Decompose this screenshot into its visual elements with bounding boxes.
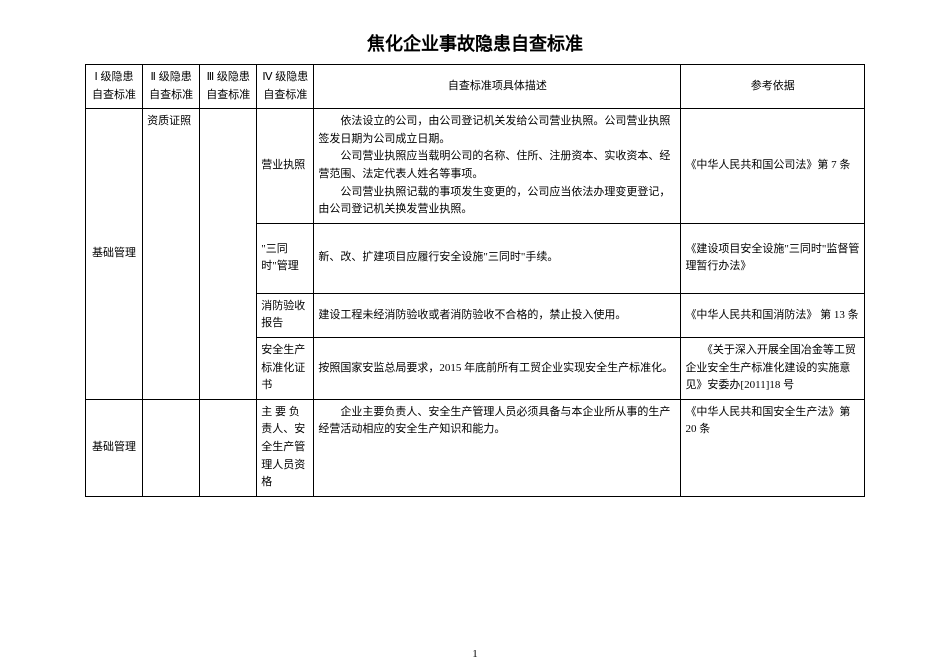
cell-category-2: 资质证照 xyxy=(143,109,200,400)
cell-item: 主 要 负 责人、安全生产管理人员资格 xyxy=(257,399,314,496)
header-level-1: Ⅰ 级隐患自查标准 xyxy=(86,65,143,109)
desc-paragraph: 依法设立的公司，由公司登记机关发给公司营业执照。公司营业执照签发日期为公司成立日… xyxy=(318,113,676,148)
cell-reference: 《关于深入开展全国冶金等工贸企业安全生产标准化建设的实施意见》安委办[2011]… xyxy=(681,337,865,399)
cell-empty xyxy=(143,399,200,496)
cell-category-1: 基础管理 xyxy=(86,399,143,496)
standards-table: Ⅰ 级隐患自查标准 Ⅱ 级隐患自查标准 Ⅲ 级隐患自查标准 Ⅳ 级隐患自查标准 … xyxy=(85,64,865,497)
cell-item: 安全生产标准化证书 xyxy=(257,337,314,399)
desc-paragraph: 公司营业执照应当载明公司的名称、住所、注册资本、实收资本、经营范围、法定代表人姓… xyxy=(318,148,676,183)
cell-reference: 《建设项目安全设施"三同时"监督管理暂行办法》 xyxy=(681,223,865,293)
header-level-3: Ⅲ 级隐患自查标准 xyxy=(200,65,257,109)
desc-paragraph: 公司营业执照记载的事项发生变更的，公司应当依法办理变更登记，由公司登记机关换发营… xyxy=(318,184,676,219)
table-row: 基础管理 资质证照 营业执照 依法设立的公司，由公司登记机关发给公司营业执照。公… xyxy=(86,109,865,224)
header-description: 自查标准项具体描述 xyxy=(314,65,681,109)
cell-category-1: 基础管理 xyxy=(86,109,143,400)
page-number: 1 xyxy=(0,648,950,660)
table-header-row: Ⅰ 级隐患自查标准 Ⅱ 级隐患自查标准 Ⅲ 级隐患自查标准 Ⅳ 级隐患自查标准 … xyxy=(86,65,865,109)
cell-description: 建设工程未经消防验收或者消防验收不合格的，禁止投入使用。 xyxy=(314,293,681,337)
document-title: 焦化企业事故隐患自查标准 xyxy=(85,30,865,56)
cell-item: 消防验收报告 xyxy=(257,293,314,337)
cell-reference: 《中华人民共和国安全生产法》第 20 条 xyxy=(681,399,865,496)
cell-description: 企业主要负责人、安全生产管理人员必须具备与本企业所从事的生产经营活动相应的安全生… xyxy=(314,399,681,496)
cell-item: "三同时"管理 xyxy=(257,223,314,293)
cell-empty xyxy=(200,399,257,496)
cell-reference: 《中华人民共和国公司法》第 7 条 xyxy=(681,109,865,224)
cell-description: 新、改、扩建项目应履行安全设施"三同时"手续。 xyxy=(314,223,681,293)
header-reference: 参考依据 xyxy=(681,65,865,109)
cell-empty xyxy=(200,109,257,400)
cell-item: 营业执照 xyxy=(257,109,314,224)
header-level-2: Ⅱ 级隐患自查标准 xyxy=(143,65,200,109)
cell-reference: 《中华人民共和国消防法》 第 13 条 xyxy=(681,293,865,337)
cell-description: 依法设立的公司，由公司登记机关发给公司营业执照。公司营业执照签发日期为公司成立日… xyxy=(314,109,681,224)
table-row: 基础管理 主 要 负 责人、安全生产管理人员资格 企业主要负责人、安全生产管理人… xyxy=(86,399,865,496)
cell-description: 按照国家安监总局要求，2015 年底前所有工贸企业实现安全生产标准化。 xyxy=(314,337,681,399)
header-level-4: Ⅳ 级隐患自查标准 xyxy=(257,65,314,109)
